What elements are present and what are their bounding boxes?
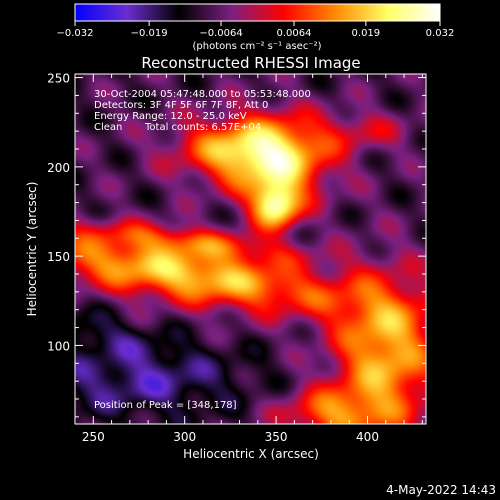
- x-tick-label: 350: [265, 430, 288, 444]
- colorbar-unit-label: (photons cm⁻² s⁻¹ asec⁻²): [192, 41, 321, 52]
- colorbar-tick-label: −0.019: [131, 28, 168, 39]
- colorbar-tick-label: −0.032: [56, 28, 93, 39]
- colorbar-tick-label: −0.0064: [199, 28, 242, 39]
- annotation-total-counts: Total counts: 6.57E+04: [144, 122, 261, 133]
- colorbar: [74, 3, 441, 22]
- y-tick-label: 100: [47, 339, 70, 353]
- date-stamp: 4-May-2022 14:43: [386, 483, 496, 497]
- heatmap-image: [75, 74, 426, 424]
- x-tick-label: 250: [82, 430, 105, 444]
- colorbar-tick-label: 0.019: [352, 28, 381, 39]
- y-tick-label: 150: [47, 250, 70, 264]
- colorbar-tick-label: 0.032: [426, 28, 455, 39]
- y-axis-label: Heliocentric Y (arcsec): [25, 182, 39, 317]
- x-tick-label: 300: [173, 430, 196, 444]
- chart-title: Reconstructed RHESSI Image: [141, 54, 360, 72]
- annotation-time-range: 30-Oct-2004 05:47:48.000 to 05:53:48.000: [94, 89, 311, 100]
- colorbar-tick-label: 0.0064: [277, 28, 312, 39]
- annotation-detectors: Detectors: 3F 4F 5F 6F 7F 8F, Att 0: [94, 100, 268, 111]
- plot-frame: [74, 73, 427, 425]
- annotation-algorithm: Clean: [94, 122, 122, 133]
- x-tick-label: 400: [356, 430, 379, 444]
- x-axis-label: Heliocentric X (arcsec): [183, 447, 319, 461]
- colorbar-ticks: −0.032 −0.019 −0.0064 0.0064 0.019 0.032: [56, 21, 454, 39]
- y-tick-label: 250: [47, 72, 70, 86]
- y-tick-label: 200: [47, 161, 70, 175]
- annotation-energy-range: Energy Range: 12.0 - 25.0 keV: [94, 111, 247, 122]
- x-axis-ticks: 250 300 350 400: [74, 74, 423, 444]
- annotation-peak-position: Position of Peak = [348,178]: [94, 400, 237, 411]
- y-axis-ticks: 100 150 200 250: [47, 72, 426, 418]
- image-annotations: 30-Oct-2004 05:47:48.000 to 05:53:48.000…: [94, 89, 311, 411]
